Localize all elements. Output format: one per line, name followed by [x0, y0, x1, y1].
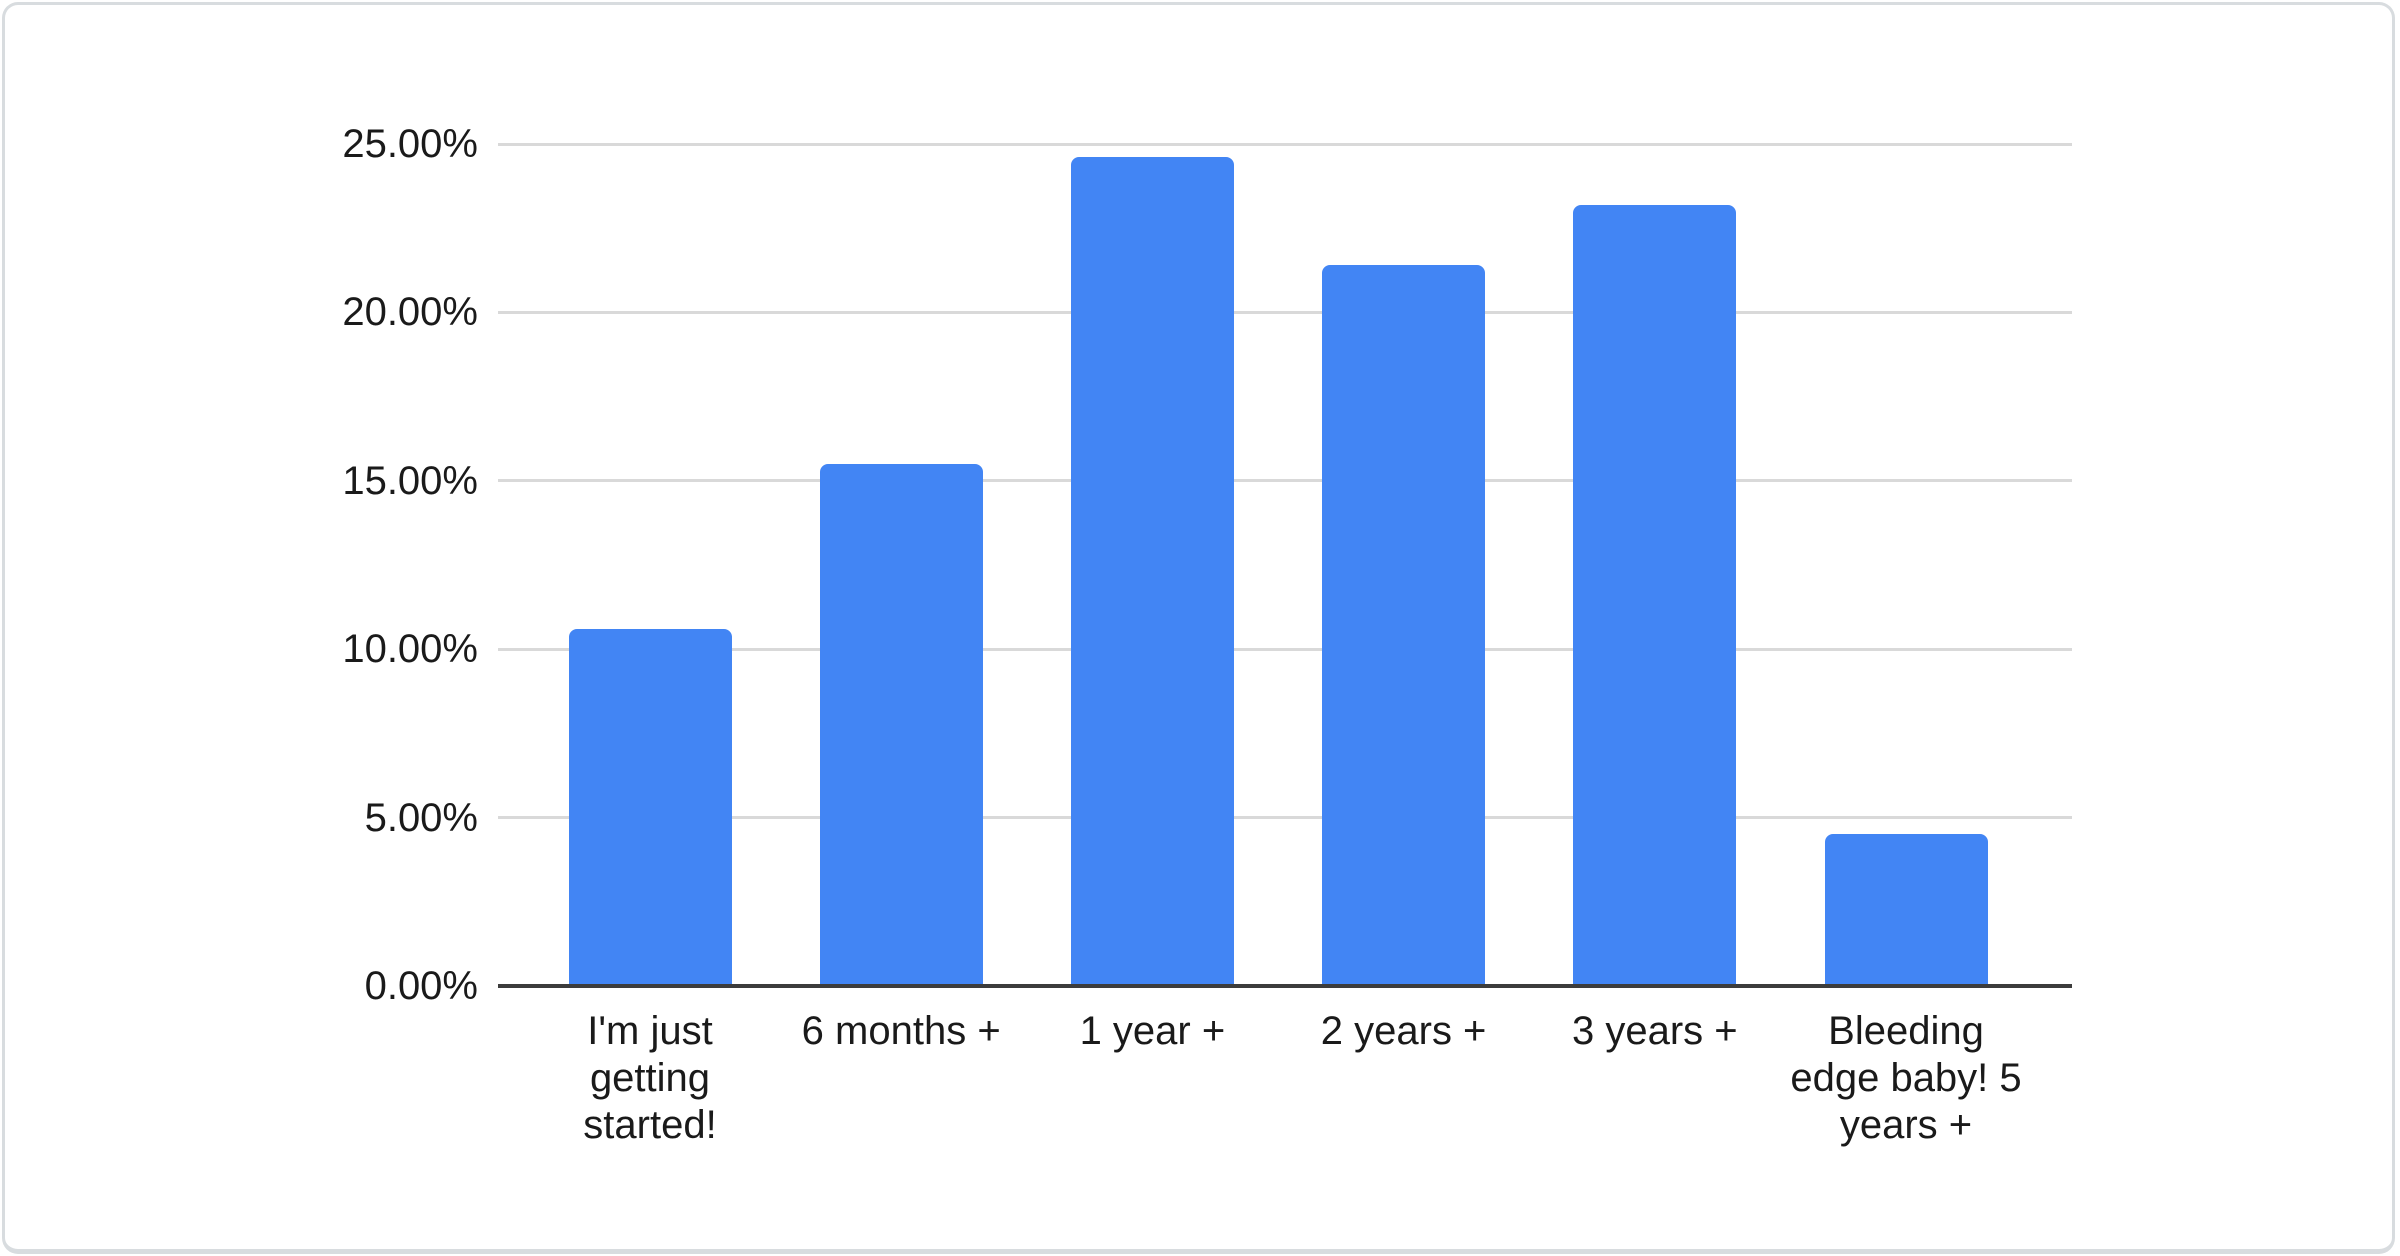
x-category-label-5: Bleeding edge baby! 5 years + [1790, 1009, 2022, 1147]
bar-1 [819, 463, 983, 986]
gridline-10 [498, 647, 2072, 651]
x-category-label-0: I'm just getting started! [583, 1009, 717, 1147]
x-category-label-1: 6 months + [801, 1009, 1001, 1053]
bar-2 [1070, 157, 1234, 986]
gridline-5 [498, 816, 2072, 820]
gridline-15 [498, 479, 2072, 483]
x-axis-baseline [498, 984, 2072, 988]
y-tick-label-20: 20.00% [342, 290, 478, 335]
gridline-25 [498, 142, 2072, 146]
x-category-label-3: 2 years + [1320, 1009, 1487, 1053]
bar-5 [1824, 834, 1988, 986]
y-tick-label-25: 25.00% [342, 122, 478, 166]
bar-4 [1573, 204, 1737, 986]
bar-chart: 0.00% 5.00% 10.00% 15.00% 20.00% 25.00% I'm j… [5, 5, 2392, 1249]
bar-3 [1322, 265, 1486, 986]
y-tick-label-15: 15.00% [342, 458, 478, 503]
gridline-20 [498, 310, 2072, 314]
x-category-label-2: 1 year + [1079, 1009, 1226, 1053]
bar-0 [568, 628, 732, 986]
y-tick-label-0: 0.00% [364, 964, 478, 1008]
y-tick-label-5: 5.00% [364, 795, 478, 840]
x-category-label-4: 3 years + [1571, 1009, 1738, 1053]
y-tick-label-10: 10.00% [342, 627, 478, 672]
